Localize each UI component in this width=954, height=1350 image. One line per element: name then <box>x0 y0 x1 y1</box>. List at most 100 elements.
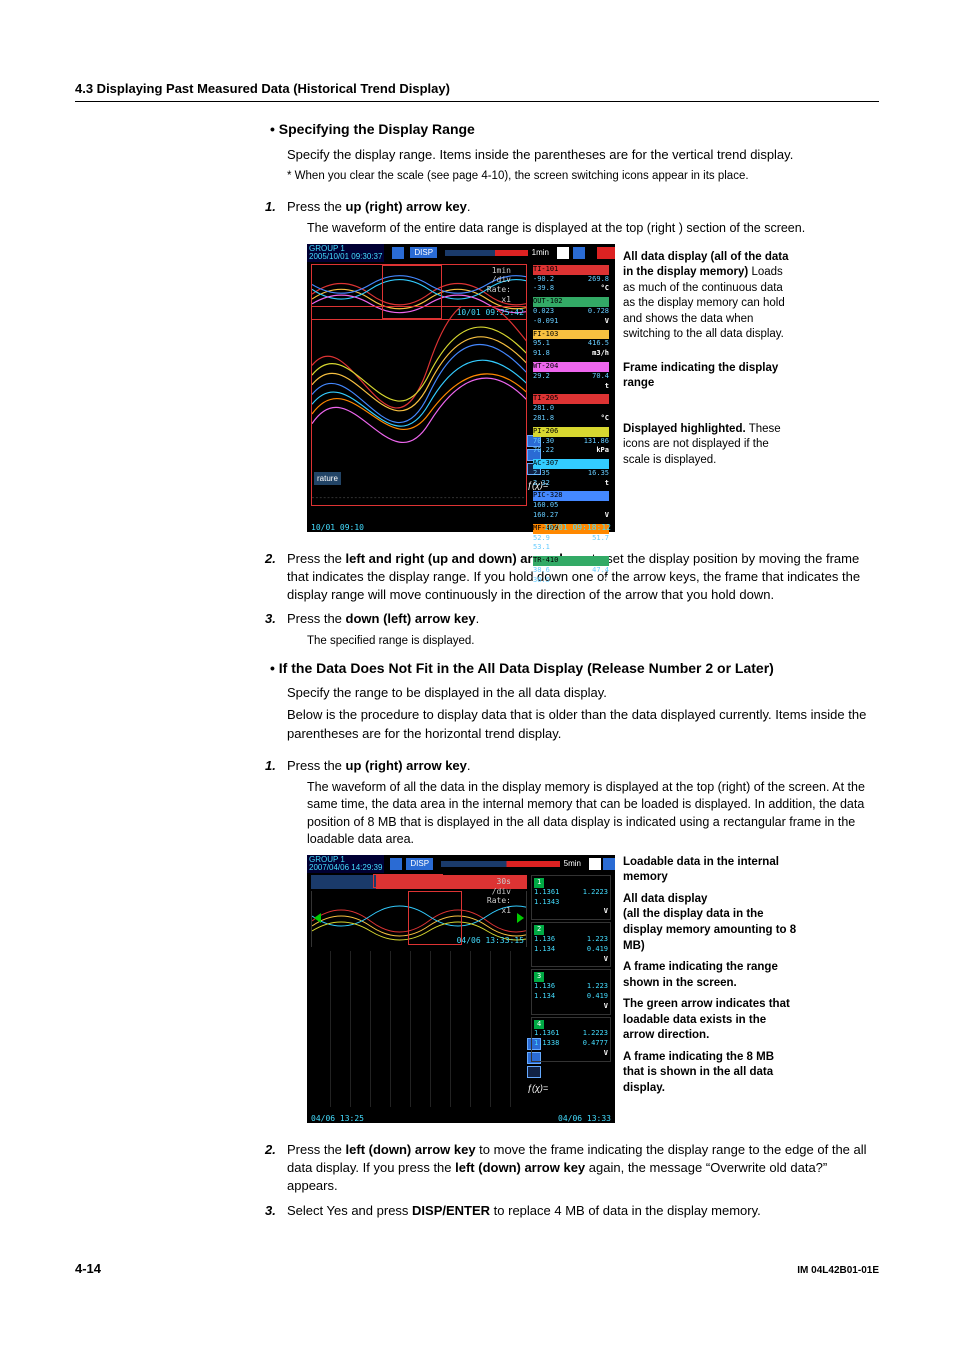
interval: 5min <box>564 858 581 869</box>
tag-row: TI-101-90.2269.8-39.8°C <box>531 264 611 295</box>
grid-icon[interactable] <box>603 858 615 870</box>
tag-row: PI-20670.30131.8670.22kPa <box>531 426 611 457</box>
titlebar: GROUP 1 2007/04/06 14:29:39 DISP 5min <box>307 855 615 873</box>
camera-icon[interactable] <box>557 247 569 259</box>
br: 04/06 13:33 <box>558 1113 611 1123</box>
t: Press the <box>287 611 346 626</box>
b: up (right) arrow key <box>346 758 467 773</box>
screenshot-1: GROUP 1 2005/10/01 09:30:37 DISP 1min <box>307 244 615 532</box>
figure-1-row: GROUP 1 2005/10/01 09:30:37 DISP 1min <box>307 244 879 532</box>
grid-icon[interactable] <box>573 247 585 259</box>
tag-row: AC-3072.3516.352.32t <box>531 458 611 489</box>
step-text: Press the left (down) arrow key to move … <box>287 1141 879 1196</box>
t: Press the <box>287 551 346 566</box>
step2-1-desc: The waveform of all the data in the disp… <box>307 779 879 849</box>
t: Press the <box>287 1142 346 1157</box>
section-header: 4.3 Displaying Past Measured Data (Histo… <box>75 80 879 102</box>
step2-3: 3. Select Yes and press DISP/ENTER to re… <box>265 1202 879 1220</box>
cell-row: 41.13611.22231.13380.4777V <box>531 1017 611 1062</box>
intro-para: Specify the display range. Items inside … <box>287 146 879 164</box>
t2: . <box>476 611 480 626</box>
ct: Loadable data in the internal memory <box>623 856 779 884</box>
green-arrow-left <box>314 913 321 923</box>
progress-bar <box>441 861 560 867</box>
tag-row: FI-10395.1416.591.8m3/h <box>531 329 611 360</box>
step-3-sub: The specified range is displayed. <box>307 633 879 649</box>
ct: All data display <box>623 893 707 905</box>
b2: left (down) arrow key <box>455 1160 585 1175</box>
camera-icon[interactable] <box>589 858 601 870</box>
b: down (left) arrow key <box>346 611 476 626</box>
tag-row: TI-205281.0281.8°C <box>531 393 611 424</box>
bl: 04/06 13:25 <box>311 1113 364 1123</box>
disp-button[interactable]: DISP <box>406 858 433 869</box>
progress-bar <box>445 250 528 256</box>
heading-display-range: Specifying the Display Range <box>270 120 879 140</box>
step-number: 2. <box>265 550 287 605</box>
icon-unknown[interactable] <box>392 247 404 259</box>
ct: Displayed highlighted. <box>623 423 746 435</box>
b: left (down) arrow key <box>346 1142 476 1157</box>
callout: Displayed highlighted. These icons are n… <box>623 422 798 469</box>
step-text: Press the up (right) arrow key. <box>287 757 879 775</box>
t: Press the <box>287 199 346 214</box>
figure-2-row: GROUP 1 2007/04/06 14:29:39 DISP 5min <box>307 855 879 1123</box>
page-footer: 4-14 IM 04L42B01-01E <box>75 1260 879 1278</box>
rate-label: 1min/divRate:x1 <box>435 266 511 304</box>
callout: Frame indicating the display range <box>623 361 798 392</box>
callouts-1: All data display (all of the data in the… <box>623 244 798 475</box>
main-chart: rature <box>311 306 527 506</box>
record-icon[interactable] <box>597 247 615 259</box>
green-arrow-right <box>517 913 524 923</box>
step-number: 3. <box>265 610 287 628</box>
tag-row: WT-20429.270.4t <box>531 361 611 392</box>
step-1-desc: The waveform of the entire data range is… <box>307 220 879 238</box>
step-text: Select Yes and press DISP/ENTER to repla… <box>287 1202 879 1220</box>
b: DISP/ENTER <box>412 1203 490 1218</box>
tag-row: OUT-1020.0230.728-0.091V <box>531 296 611 327</box>
icon[interactable] <box>390 858 402 870</box>
step-text: Press the down (left) arrow key. <box>287 610 879 628</box>
step-1: 1. Press the up (right) arrow key. <box>265 198 879 216</box>
step2-1: 1. Press the up (right) arrow key. <box>265 757 879 775</box>
bl: 10/01 09:10 <box>311 522 364 532</box>
group-label: GROUP 1 2005/10/01 09:30:37 <box>307 244 384 262</box>
step-text: Press the up (right) arrow key. <box>287 198 879 216</box>
doc-id: IM 04L42B01-01E <box>797 1264 879 1278</box>
ct: The green arrow indicates that loadable … <box>623 998 790 1041</box>
intro2a: Specify the range to be displayed in the… <box>287 684 879 702</box>
side-panel: TI-101-90.2269.8-39.8°COUT-1020.0230.728… <box>531 264 611 506</box>
step-number: 2. <box>265 1141 287 1196</box>
interval-label: 1min <box>532 247 549 258</box>
ct: A frame indicating the 8 MB that is show… <box>623 1051 774 1094</box>
8mb-frame <box>373 874 443 888</box>
ct: A frame indicating the range shown in th… <box>623 961 778 989</box>
callout: The green arrow indicates that loadable … <box>623 997 798 1044</box>
callout: All data display (all of the data in the… <box>623 250 798 343</box>
bottombar: 04/06 13:25 04/06 13:33 <box>307 1113 615 1123</box>
page-number: 4-14 <box>75 1260 101 1278</box>
intro2b: Below is the procedure to display data t… <box>287 706 879 742</box>
ts: 2007/04/06 14:29:39 <box>309 863 382 872</box>
step-number: 1. <box>265 757 287 775</box>
step-3: 3. Press the down (left) arrow key. <box>265 610 879 628</box>
step2-2: 2. Press the left (down) arrow key to mo… <box>265 1141 879 1196</box>
side-panel: 11.13611.22231.1343V21.1361.2231.1340.41… <box>531 875 611 1107</box>
footnote: When you clear the scale (see page 4-10)… <box>287 168 879 184</box>
callout: A frame indicating the 8 MB that is show… <box>623 1050 798 1097</box>
rate-label: 30s/divRate:x1 <box>435 877 511 915</box>
cd: (all the display data in the display mem… <box>623 908 796 951</box>
t2: . <box>467 199 471 214</box>
main-waves <box>312 307 526 502</box>
t: Select Yes and press <box>287 1203 412 1218</box>
callouts-2: Loadable data in the internal memory All… <box>623 855 798 1102</box>
callout: A frame indicating the range shown in th… <box>623 960 798 991</box>
t: Press the <box>287 758 346 773</box>
tag-row: PIC-328160.05160.27V <box>531 490 611 521</box>
b: up (right) arrow key <box>346 199 467 214</box>
disp-button[interactable]: DISP <box>410 247 437 258</box>
callout: All data display (all the display data i… <box>623 892 798 954</box>
t2: . <box>467 758 471 773</box>
step-number: 1. <box>265 198 287 216</box>
ct: Frame indicating the display range <box>623 362 778 390</box>
